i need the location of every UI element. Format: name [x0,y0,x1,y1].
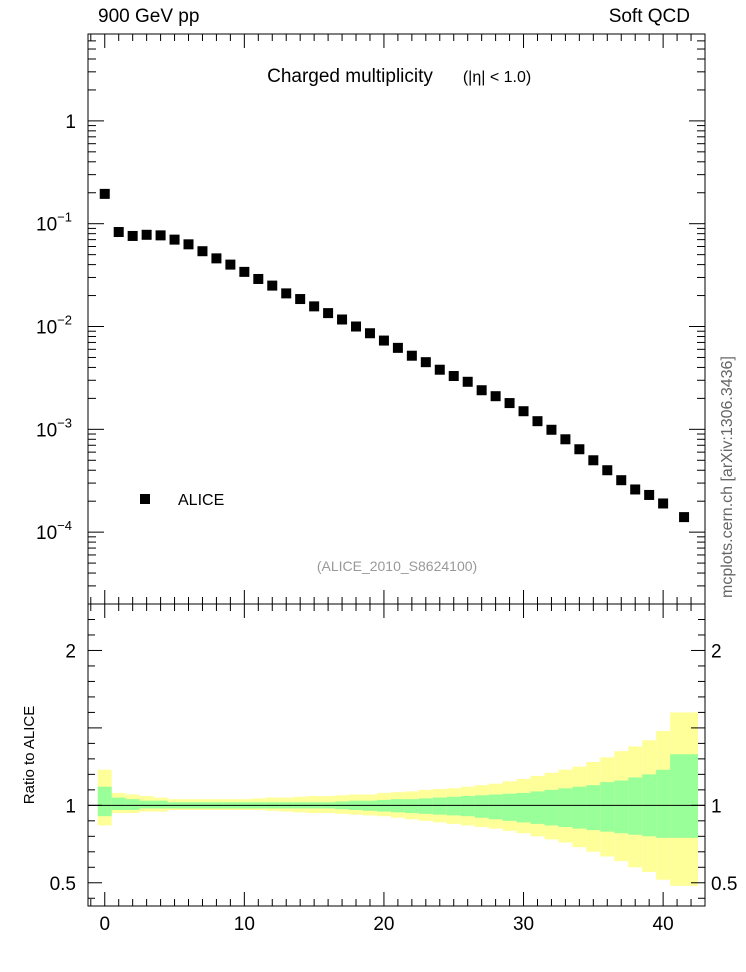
data-point [351,321,362,332]
uncertainty-band-bin [544,789,559,826]
data-point [141,229,152,240]
y-tick-label: 1 [65,112,76,133]
data-point [490,391,501,402]
data-point [253,273,264,284]
uncertainty-band-bin [153,800,168,809]
data-point [113,227,124,238]
data-point [560,434,571,445]
x-tick-label: 20 [373,914,394,935]
data-point [518,406,529,417]
data-point [434,364,445,375]
data-point [644,489,655,500]
data-point [616,475,627,486]
plot-title-eta-range: (|η| < 1.0) [463,69,531,86]
data-point [588,455,599,466]
ratio-y-tick-label: 1 [65,796,76,817]
data-point [183,239,194,250]
data-point [267,280,278,291]
data-point [295,294,306,305]
y-tick-label: 10−4 [36,518,72,544]
data-point [532,416,543,427]
data-point [462,376,473,387]
header-collision-label: 900 GeV pp [98,6,200,27]
data-point [546,424,557,435]
uncertainty-band-bin [125,799,140,810]
uncertainty-band-bin [418,798,433,814]
uncertainty-band-bin [460,796,475,817]
uncertainty-band-bin [614,780,629,834]
uncertainty-band-bin [446,796,461,816]
uncertainty-band-bin [628,777,643,835]
data-point [476,385,487,396]
data-point [679,512,690,523]
x-tick-label: 10 [234,914,255,935]
data-point [504,398,515,409]
legend: ALICE [140,492,224,509]
legend-marker-alice [140,494,150,504]
uncertainty-band-bin [586,785,601,831]
uncertainty-band-bin [432,797,447,815]
y-tick-label: 10−1 [36,210,72,236]
uncertainty-band-bin [572,786,587,829]
x-tick-label: 40 [653,914,674,935]
uncertainty-band-bin [670,754,699,838]
ratio-axis-label: Ratio to ALICE [21,706,38,804]
uncertainty-band-bin [502,793,517,821]
data-point [337,314,348,325]
source-credit: mcplots.cern.ch [arXiv:1306.3436] [719,356,736,598]
data-point [127,230,138,241]
ratio-y-tick-label: 2 [65,641,76,662]
uncertainty-band-bin [139,800,154,809]
data-point [392,342,403,353]
uncertainty-band-bin [600,782,615,832]
data-point [309,301,320,312]
uncertainty-band-bin [111,797,126,810]
data-point [364,328,375,339]
data-point [197,246,208,257]
ratio-y-tick-label-right: 0.5 [711,874,737,895]
plot-title: Charged multiplicity [267,66,433,87]
uncertainty-band-bin [488,794,503,820]
uncertainty-band-bin [404,799,419,814]
data-point [323,308,334,319]
data-point [630,484,641,495]
ratio-plot-frame [87,603,706,907]
data-point [169,234,180,245]
x-tick-label: 30 [513,914,534,935]
data-point [378,335,389,346]
legend-label-alice: ALICE [178,492,224,509]
x-tick-label: 0 [99,914,110,935]
data-point [602,465,613,476]
data-point [406,350,417,361]
uncertainty-band-bin [516,792,531,823]
data-point [574,444,585,455]
header-process-label: Soft QCD [608,6,690,27]
uncertainty-band-bin [97,786,112,817]
main-plot-frame [87,33,706,605]
uncertainty-band-bin [558,788,573,828]
data-point [281,288,292,299]
uncertainty-band-bin [530,791,545,824]
data-point [448,371,459,382]
data-point [658,498,669,509]
y-tick-label: 10−2 [36,313,72,339]
analysis-id-label: (ALICE_2010_S8624100) [317,558,477,574]
data-point [211,253,222,264]
ratio-y-tick-label: 0.5 [50,874,76,895]
data-point [225,259,236,270]
data-point [420,357,431,368]
ratio-y-tick-label-right: 1 [711,796,722,817]
y-tick-label: 10−3 [36,415,72,441]
data-point [99,188,110,199]
data-point [239,266,250,277]
uncertainty-band-bin [656,769,671,838]
data-point [155,230,166,241]
uncertainty-band-bin [474,795,489,818]
ratio-y-tick-label-right: 2 [711,641,722,662]
